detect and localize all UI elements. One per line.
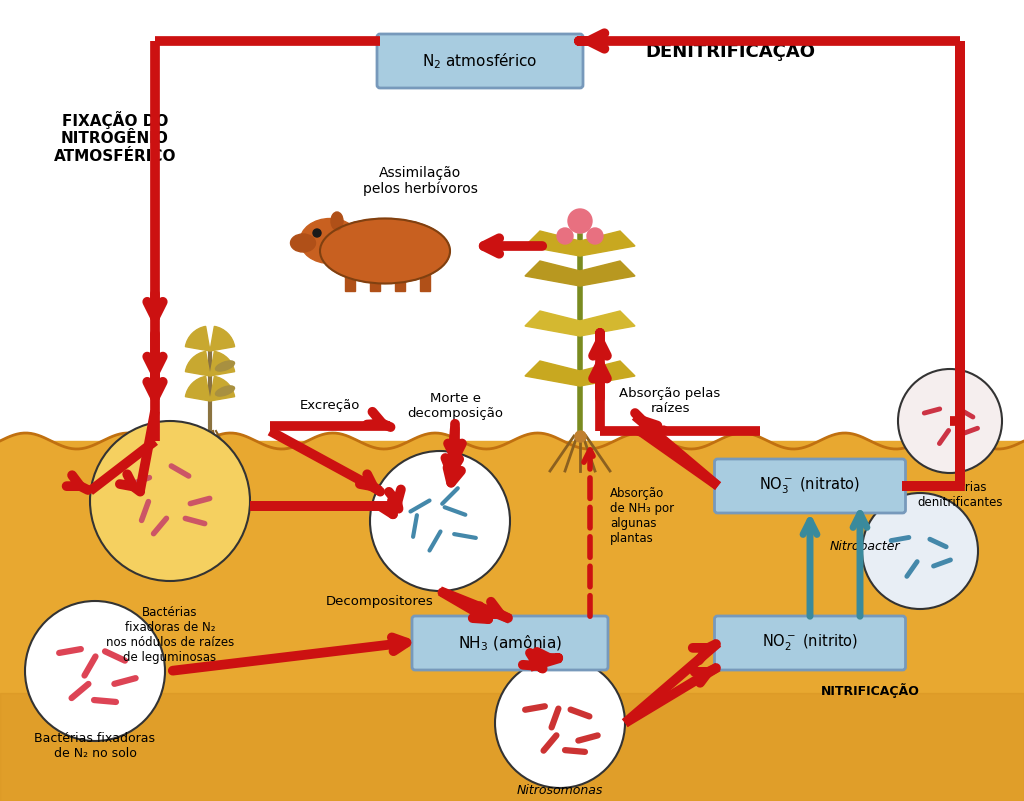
Bar (0, 0, 1024, 441)
Text: NITRIFICAÇÃO: NITRIFICAÇÃO (820, 683, 920, 698)
Text: DENITRIFICAÇÃO: DENITRIFICAÇÃO (645, 41, 815, 62)
Polygon shape (525, 311, 580, 336)
Text: Absorção
de NH₃ por
algunas
plantas: Absorção de NH₃ por algunas plantas (610, 487, 674, 545)
Wedge shape (210, 352, 234, 376)
Ellipse shape (215, 361, 234, 371)
Ellipse shape (300, 219, 360, 264)
Bar (0, 693, 1024, 801)
Wedge shape (210, 376, 234, 401)
Circle shape (568, 209, 592, 233)
Wedge shape (185, 352, 210, 376)
Circle shape (313, 229, 321, 237)
Polygon shape (525, 261, 580, 286)
Circle shape (862, 493, 978, 609)
Wedge shape (185, 376, 210, 401)
FancyBboxPatch shape (377, 34, 583, 88)
Polygon shape (525, 361, 580, 386)
Polygon shape (580, 261, 635, 286)
Text: Assimilação
pelos herbívoros: Assimilação pelos herbívoros (362, 166, 477, 196)
Wedge shape (185, 326, 210, 351)
Circle shape (495, 658, 625, 788)
Text: Bactérias
fixadoras de N₂
nos nódulos de raízes
de leguminosas: Bactérias fixadoras de N₂ nos nódulos de… (105, 606, 234, 664)
Wedge shape (210, 326, 234, 351)
Ellipse shape (215, 386, 234, 396)
Circle shape (898, 369, 1002, 473)
Text: FIXAÇÃO DO
NITROGÊNIO
ATMOSFÉRICO: FIXAÇÃO DO NITROGÊNIO ATMOSFÉRICO (53, 111, 176, 163)
Ellipse shape (319, 219, 450, 284)
Ellipse shape (331, 212, 343, 230)
Text: Nitrosomonas: Nitrosomonas (517, 784, 603, 798)
Text: N$_2$ atmosférico: N$_2$ atmosférico (422, 51, 538, 70)
Bar (345, 266, 355, 291)
Text: Bactérias fixadoras
de N₂ no solo: Bactérias fixadoras de N₂ no solo (35, 732, 156, 760)
Circle shape (557, 228, 573, 244)
Text: Morte e
decomposição: Morte e decomposição (407, 392, 503, 420)
Text: Nitrobacter: Nitrobacter (830, 540, 901, 553)
Circle shape (370, 451, 510, 591)
Polygon shape (525, 231, 580, 256)
Circle shape (90, 421, 250, 581)
Polygon shape (580, 361, 635, 386)
Text: Excreção: Excreção (300, 400, 360, 413)
Text: NH$_3$ (amônia): NH$_3$ (amônia) (458, 634, 562, 653)
Bar (420, 266, 430, 291)
Text: NO$_3^-$ (nitrato): NO$_3^-$ (nitrato) (760, 476, 860, 497)
FancyBboxPatch shape (412, 616, 608, 670)
Bar (0, 441, 1024, 801)
Circle shape (587, 228, 603, 244)
Circle shape (25, 601, 165, 741)
Text: NO$_2^-$ (nitrito): NO$_2^-$ (nitrito) (762, 633, 858, 654)
FancyBboxPatch shape (715, 459, 905, 513)
Text: Absorção pelas
raízes: Absorção pelas raízes (620, 387, 721, 415)
Bar (370, 266, 380, 291)
Text: Bactérias
denitrificantes: Bactérias denitrificantes (918, 481, 1002, 509)
Polygon shape (580, 231, 635, 256)
Polygon shape (580, 311, 635, 336)
Text: Decompositores: Decompositores (326, 594, 434, 607)
FancyBboxPatch shape (715, 616, 905, 670)
Ellipse shape (291, 234, 315, 252)
Bar (395, 266, 406, 291)
